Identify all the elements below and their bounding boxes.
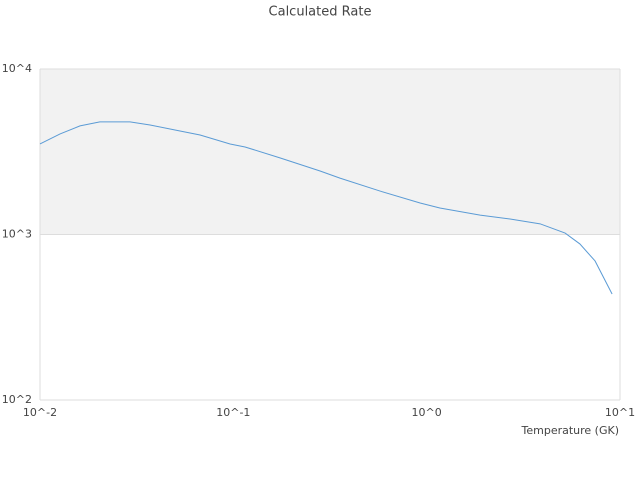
x-axis-label: Temperature (GK) [521,424,620,437]
y-tick-label: 10^2 [2,393,32,406]
x-tick-label: 10^1 [605,406,635,419]
y-tick-label: 10^3 [2,228,32,241]
x-tick-label: 10^0 [412,406,442,419]
x-tick-label: 10^-2 [23,406,57,419]
chart-title: Calculated Rate [269,5,372,20]
grid-band [40,69,620,235]
y-tick-label: 10^4 [2,62,32,75]
data-line [39,121,613,295]
x-tick-label: 10^-1 [216,406,250,419]
